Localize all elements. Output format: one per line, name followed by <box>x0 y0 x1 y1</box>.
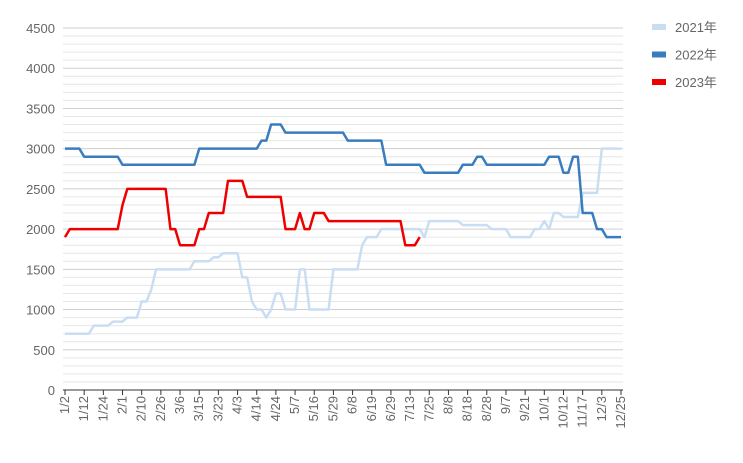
x-tick-label: 4/14 <box>249 396 264 421</box>
x-tick-label: 5/16 <box>306 396 321 421</box>
x-tick-label: 2/1 <box>115 396 130 414</box>
y-tick-label: 2000 <box>26 222 55 237</box>
y-tick-label: 1000 <box>26 303 55 318</box>
x-tick-label: 3/15 <box>191 396 206 421</box>
x-tick-label: 11/17 <box>575 396 590 428</box>
series-line <box>65 147 621 335</box>
x-tick-label: 3/23 <box>210 396 225 421</box>
legend-label: 2023年 <box>675 75 717 90</box>
y-tick-label: 4500 <box>26 21 55 36</box>
x-tick-label: 8/28 <box>479 396 494 421</box>
y-tick-label: 3500 <box>26 101 55 116</box>
x-tick-label: 6/8 <box>345 396 360 414</box>
y-tick-label: 2500 <box>26 182 55 197</box>
y-tick-label: 500 <box>33 343 55 358</box>
x-tick-label: 7/25 <box>421 396 436 421</box>
x-tick-label: 10/1 <box>536 396 551 421</box>
y-tick-label: 1500 <box>26 262 55 277</box>
x-tick-label: 10/12 <box>555 396 570 429</box>
x-tick-label: 5/7 <box>287 396 302 414</box>
x-tick-label: 1/12 <box>76 396 91 421</box>
x-tick-label: 5/29 <box>325 396 340 421</box>
x-tick-label: 8/18 <box>460 396 475 421</box>
x-tick-label: 9/7 <box>498 396 513 414</box>
x-tick-label: 7/13 <box>402 396 417 421</box>
legend-swatch <box>652 79 666 85</box>
x-tick-label: 8/8 <box>440 396 455 414</box>
x-tick-label: 1/2 <box>57 396 72 414</box>
legend-label: 2022年 <box>675 48 717 63</box>
x-tick-label: 12/25 <box>613 396 628 429</box>
y-tick-label: 4000 <box>26 61 55 76</box>
x-tick-label: 4/24 <box>268 396 283 421</box>
x-tick-label: 2/26 <box>153 396 168 421</box>
x-tick-label: 1/24 <box>95 396 110 421</box>
legend-swatch <box>652 51 666 58</box>
y-tick-label: 3000 <box>26 142 55 157</box>
x-tick-label: 6/29 <box>383 396 398 421</box>
y-tick-label: 0 <box>48 383 55 398</box>
x-tick-label: 9/21 <box>517 396 532 421</box>
x-tick-label: 3/6 <box>172 396 187 414</box>
series-line <box>65 123 621 239</box>
x-tick-label: 2/10 <box>134 396 149 421</box>
x-tick-label: 4/3 <box>230 396 245 414</box>
x-tick-label: 6/19 <box>364 396 379 421</box>
legend-label: 2021年 <box>675 20 717 35</box>
series-line <box>63 179 421 247</box>
x-tick-label: 12/3 <box>594 396 609 421</box>
legend-swatch <box>652 24 666 30</box>
